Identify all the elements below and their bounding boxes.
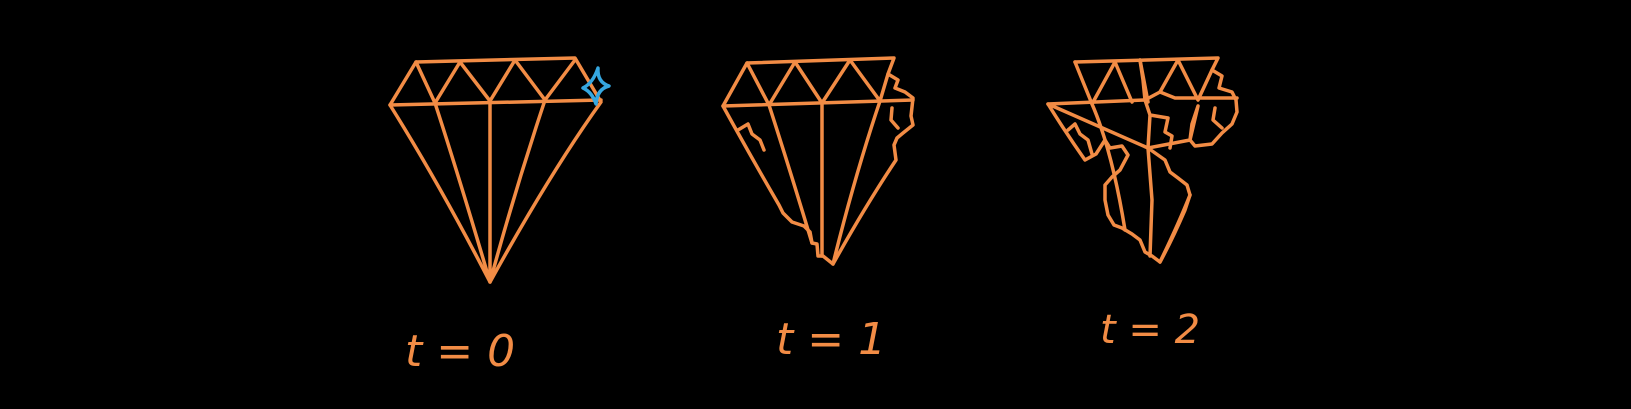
diamond-2-main-fracture [1138, 58, 1174, 258]
diamond-intact [388, 56, 611, 284]
diamond-2-girdle [1046, 90, 1239, 106]
diamond-1-pavilion-facets [767, 99, 882, 266]
diamond-1-crown-facets [745, 58, 890, 107]
time-label-t1: t = 1 [776, 314, 887, 365]
diamond-2-pavilion-facets [1090, 102, 1192, 264]
time-label-t0: t = 0 [405, 326, 516, 377]
diamond-0-crown-facets [414, 58, 577, 105]
diamond-2-cracks [1066, 106, 1224, 156]
diamond-broken [1046, 56, 1239, 264]
diamond-0-pavilion-facets [433, 98, 547, 284]
sparkle-icon [581, 66, 611, 106]
diamond-0-girdle [388, 98, 603, 107]
time-label-t2: t = 2 [1100, 307, 1201, 353]
diamond-chipped [721, 56, 915, 266]
diamond-1-girdle [721, 98, 915, 108]
diamond-1-cracks [736, 106, 900, 152]
